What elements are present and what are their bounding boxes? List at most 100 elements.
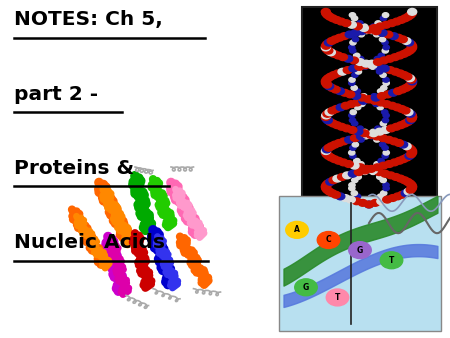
Circle shape [359,102,365,106]
Circle shape [403,119,412,125]
Circle shape [370,24,377,29]
Circle shape [350,40,356,45]
Circle shape [383,183,389,188]
Circle shape [329,177,338,184]
Circle shape [346,91,355,98]
Circle shape [396,70,405,77]
Circle shape [357,126,363,131]
Circle shape [378,159,384,163]
Circle shape [328,84,337,91]
Circle shape [324,39,333,46]
Circle shape [369,130,378,137]
Circle shape [371,199,377,203]
Circle shape [375,126,381,131]
Circle shape [328,15,338,22]
Circle shape [382,40,388,45]
Circle shape [369,25,378,31]
Circle shape [373,164,382,171]
Circle shape [381,191,387,195]
Circle shape [327,143,336,150]
Circle shape [366,202,372,207]
Circle shape [361,62,370,69]
Circle shape [336,104,345,111]
Circle shape [349,183,355,188]
Circle shape [322,80,331,87]
Circle shape [323,12,332,19]
Circle shape [405,47,414,54]
Circle shape [374,58,382,65]
Circle shape [406,81,415,88]
Circle shape [393,104,402,111]
Circle shape [343,67,352,73]
Circle shape [321,43,330,49]
Circle shape [344,55,353,62]
Circle shape [322,112,331,119]
Circle shape [347,101,356,107]
Circle shape [325,188,334,195]
Circle shape [330,156,339,163]
Circle shape [367,166,376,172]
Circle shape [405,144,414,151]
Circle shape [400,120,410,127]
Circle shape [374,56,380,61]
Circle shape [408,43,417,49]
Circle shape [362,170,368,174]
Circle shape [334,158,343,164]
Circle shape [349,150,355,155]
Circle shape [407,10,416,17]
Circle shape [382,110,388,115]
Circle shape [355,175,361,179]
Circle shape [365,96,374,103]
Circle shape [372,28,381,34]
Circle shape [397,105,406,112]
Circle shape [382,48,388,53]
Circle shape [353,23,362,30]
Circle shape [366,131,375,138]
Circle shape [401,84,410,91]
Circle shape [364,61,371,66]
Circle shape [317,232,340,248]
Circle shape [322,46,331,52]
Circle shape [383,91,392,98]
Circle shape [400,177,409,184]
Circle shape [391,68,400,75]
Circle shape [336,193,345,200]
Circle shape [389,89,398,96]
Circle shape [401,107,410,114]
Circle shape [326,289,349,306]
Circle shape [332,17,341,23]
Circle shape [332,105,341,112]
Circle shape [328,190,337,196]
Circle shape [331,36,340,43]
Circle shape [364,201,373,208]
Circle shape [369,167,378,174]
Circle shape [326,178,335,185]
Circle shape [330,51,339,57]
Circle shape [355,194,361,199]
Circle shape [358,162,364,166]
Circle shape [351,121,358,126]
Bar [302,7,436,210]
Text: part 2 -: part 2 - [14,84,98,103]
Circle shape [324,144,333,151]
Circle shape [379,142,386,147]
Circle shape [376,99,385,106]
Text: G: G [303,283,309,292]
Circle shape [333,175,342,182]
Circle shape [407,46,416,52]
Circle shape [405,83,414,90]
Circle shape [350,110,356,115]
Circle shape [345,31,354,38]
Circle shape [408,114,417,120]
Circle shape [373,102,379,106]
Circle shape [402,38,411,44]
Circle shape [405,180,414,187]
Circle shape [407,115,416,122]
Circle shape [322,76,331,83]
Circle shape [363,26,372,33]
Circle shape [385,161,394,167]
Circle shape [367,167,373,171]
Circle shape [324,75,333,81]
Circle shape [354,53,360,58]
Circle shape [332,191,341,198]
